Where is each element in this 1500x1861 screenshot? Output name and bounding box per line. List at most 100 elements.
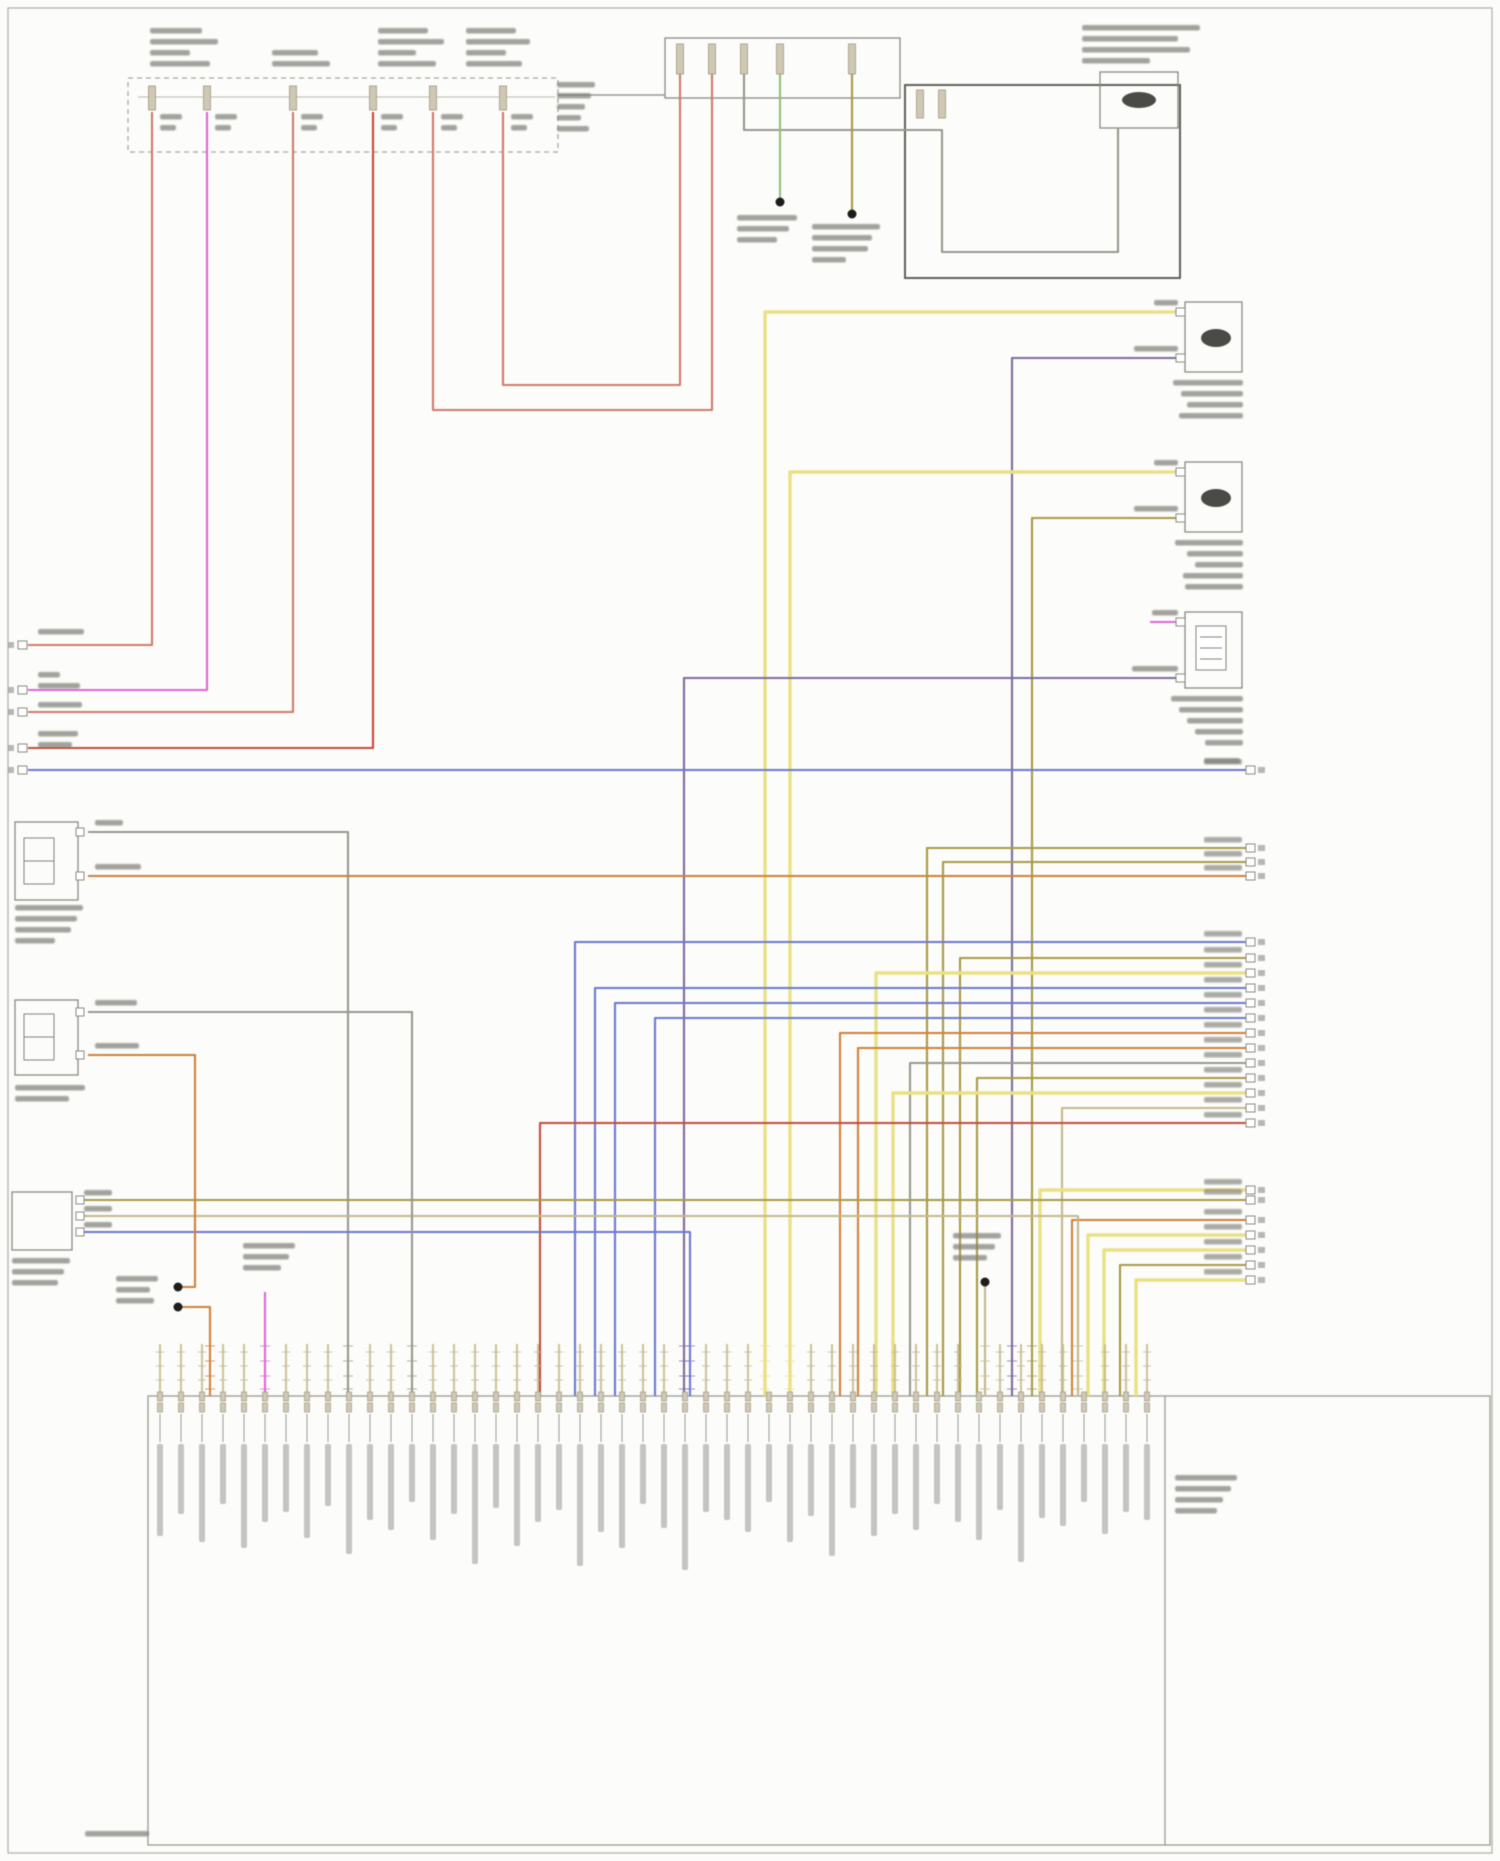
pin-number-smudge bbox=[1258, 1060, 1265, 1066]
rotated-label-smudge bbox=[388, 1444, 394, 1530]
wire-color-label-smudge bbox=[1204, 977, 1242, 983]
left-edge-pin bbox=[17, 640, 28, 650]
wire-tan bbox=[1060, 1106, 1246, 1396]
text-smudge bbox=[1204, 758, 1240, 764]
connector-cavity-icon bbox=[1201, 489, 1231, 507]
text-smudge bbox=[15, 916, 77, 922]
text-smudge bbox=[150, 50, 190, 56]
text-smudge bbox=[15, 1096, 69, 1102]
strip-connector-pin bbox=[1123, 1391, 1129, 1402]
strip-connector-pin bbox=[178, 1391, 184, 1402]
strip-connector-pin bbox=[556, 1402, 562, 1413]
wire-purple bbox=[1010, 356, 1185, 1396]
text-smudge bbox=[812, 224, 880, 230]
pin-number-smudge bbox=[1258, 1217, 1265, 1223]
wire-orange bbox=[838, 1031, 1246, 1396]
wire-yellow bbox=[1086, 1233, 1246, 1396]
rotated-label-smudge bbox=[514, 1444, 520, 1546]
text-smudge bbox=[1187, 402, 1243, 408]
pin-number-smudge bbox=[1258, 1262, 1265, 1268]
rotated-label-smudge bbox=[367, 1444, 373, 1520]
wire-color-label-smudge bbox=[1204, 837, 1242, 843]
text-smudge bbox=[378, 28, 428, 34]
strip-connector-pin bbox=[367, 1402, 373, 1413]
connector-box-pin bbox=[1175, 673, 1186, 683]
connector-pin-bar bbox=[708, 43, 716, 75]
pin-number-smudge bbox=[8, 642, 14, 648]
splice-dot bbox=[173, 1282, 183, 1292]
pin-number-smudge bbox=[1258, 1090, 1265, 1096]
connector-cavity-icon bbox=[1201, 329, 1231, 347]
power-distribution-box bbox=[904, 84, 1181, 279]
text-smudge bbox=[1134, 346, 1178, 352]
text-smudge bbox=[378, 61, 436, 67]
rotated-label-smudge bbox=[157, 1444, 163, 1536]
strip-connector-pin bbox=[283, 1402, 289, 1413]
text-smudge bbox=[1082, 36, 1178, 42]
connector-pin-bar bbox=[676, 43, 684, 75]
wire-color-label-smudge bbox=[1204, 947, 1242, 953]
right-edge-pin bbox=[1245, 1260, 1256, 1270]
text-smudge bbox=[441, 125, 457, 131]
rotated-label-smudge bbox=[934, 1444, 940, 1504]
rotated-label-smudge bbox=[1102, 1444, 1108, 1534]
text-smudge bbox=[557, 115, 581, 121]
right-edge-pin bbox=[1245, 765, 1256, 775]
text-smudge bbox=[1175, 1508, 1217, 1514]
strip-connector-pin bbox=[493, 1391, 499, 1402]
rotated-label-smudge bbox=[556, 1444, 562, 1510]
text-smudge bbox=[38, 629, 84, 635]
strip-connector-pin bbox=[913, 1402, 919, 1413]
rotated-label-smudge bbox=[262, 1444, 268, 1522]
text-smudge bbox=[15, 905, 83, 911]
text-smudge bbox=[1082, 25, 1200, 31]
strip-connector-pin bbox=[409, 1402, 415, 1413]
wire-olive bbox=[975, 1076, 1246, 1396]
rotated-label-smudge bbox=[850, 1444, 856, 1508]
strip-connector-pin bbox=[787, 1391, 793, 1402]
wire-color-label-smudge bbox=[1204, 865, 1242, 871]
strip-connector-pin bbox=[724, 1391, 730, 1402]
strip-connector-pin bbox=[1060, 1391, 1066, 1402]
text-smudge bbox=[1187, 718, 1243, 724]
strip-connector-pin bbox=[1018, 1402, 1024, 1413]
wire-color-label-smudge bbox=[1204, 1052, 1242, 1058]
left-edge-pin bbox=[17, 707, 28, 717]
connector-pin-bar bbox=[848, 43, 856, 75]
strip-connector-pin bbox=[682, 1402, 688, 1413]
right-edge-pin bbox=[1245, 1195, 1256, 1205]
fuse-element bbox=[499, 85, 507, 111]
wire-orange bbox=[1070, 1218, 1246, 1396]
text-smudge bbox=[12, 1280, 58, 1286]
wire-color-label-smudge bbox=[1204, 992, 1242, 998]
wire-color-label-smudge bbox=[1204, 1097, 1242, 1103]
connector-box-pin bbox=[1175, 513, 1186, 523]
rotated-label-smudge bbox=[661, 1444, 667, 1528]
wire-gray bbox=[742, 74, 1120, 254]
component-pin bbox=[75, 1050, 85, 1060]
right-edge-pin bbox=[1245, 968, 1256, 978]
valve-component-1 bbox=[14, 821, 79, 901]
strip-connector-pin bbox=[892, 1391, 898, 1402]
wire-gray bbox=[88, 1010, 414, 1396]
text-smudge bbox=[557, 93, 591, 99]
rotated-label-smudge bbox=[976, 1444, 982, 1540]
pin-number-smudge bbox=[1258, 873, 1265, 879]
strip-connector-pin bbox=[1081, 1391, 1087, 1402]
strip-connector-pin bbox=[829, 1402, 835, 1413]
strip-connector-pin bbox=[388, 1391, 394, 1402]
rotated-label-smudge bbox=[955, 1444, 961, 1522]
fuse-element bbox=[369, 85, 377, 111]
text-smudge bbox=[116, 1276, 158, 1282]
text-smudge bbox=[1185, 584, 1243, 590]
text-smudge bbox=[466, 61, 522, 67]
right-edge-pin bbox=[1245, 1028, 1256, 1038]
pin-number-smudge bbox=[1258, 1277, 1265, 1283]
rotated-label-smudge bbox=[913, 1444, 919, 1530]
strip-connector-pin bbox=[1144, 1402, 1150, 1413]
strip-connector-pin bbox=[871, 1391, 877, 1402]
strip-connector-pin bbox=[346, 1391, 352, 1402]
text-smudge bbox=[511, 114, 533, 120]
pin-number-smudge bbox=[1258, 1075, 1265, 1081]
strip-connector-pin bbox=[304, 1402, 310, 1413]
